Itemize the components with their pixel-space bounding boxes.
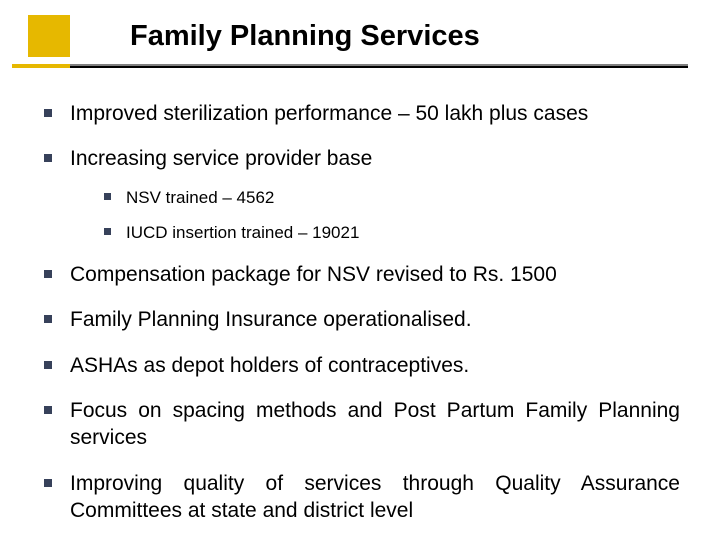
bullet-list: Improved sterilization performance – 50 …: [40, 100, 680, 524]
list-item-text: Improved sterilization performance – 50 …: [70, 102, 588, 125]
list-item: Compensation package for NSV revised to …: [40, 261, 680, 288]
body: Improved sterilization performance – 50 …: [40, 100, 680, 540]
list-item: Improved sterilization performance – 50 …: [40, 100, 680, 127]
title-accent-box: [28, 15, 70, 57]
sub-list-item: IUCD insertion trained – 19021: [100, 222, 680, 243]
list-item-text: Focus on spacing methods and Post Partum…: [70, 399, 680, 449]
sub-list-item-text: NSV trained – 4562: [126, 188, 274, 207]
slide-title: Family Planning Services: [130, 20, 480, 53]
list-item: Focus on spacing methods and Post Partum…: [40, 397, 680, 452]
list-item: ASHAs as depot holders of contraceptives…: [40, 352, 680, 379]
list-item: Improving quality of services through Qu…: [40, 470, 680, 525]
list-item-text: ASHAs as depot holders of contraceptives…: [70, 354, 469, 377]
list-item-text: Improving quality of services through Qu…: [70, 472, 680, 522]
sub-list-item-text: IUCD insertion trained – 19021: [126, 223, 359, 242]
title-accent-tail: [12, 64, 70, 68]
list-item-text: Compensation package for NSV revised to …: [70, 263, 557, 286]
list-item: Increasing service provider base NSV tra…: [40, 145, 680, 243]
title-rule-black: [12, 66, 688, 68]
list-item-text: Increasing service provider base: [70, 147, 372, 170]
list-item-text: Family Planning Insurance operationalise…: [70, 308, 472, 331]
sub-list-item: NSV trained – 4562: [100, 187, 680, 208]
sub-bullet-list: NSV trained – 4562 IUCD insertion traine…: [70, 187, 680, 244]
list-item: Family Planning Insurance operationalise…: [40, 306, 680, 333]
slide: Family Planning Services Improved steril…: [0, 0, 720, 540]
